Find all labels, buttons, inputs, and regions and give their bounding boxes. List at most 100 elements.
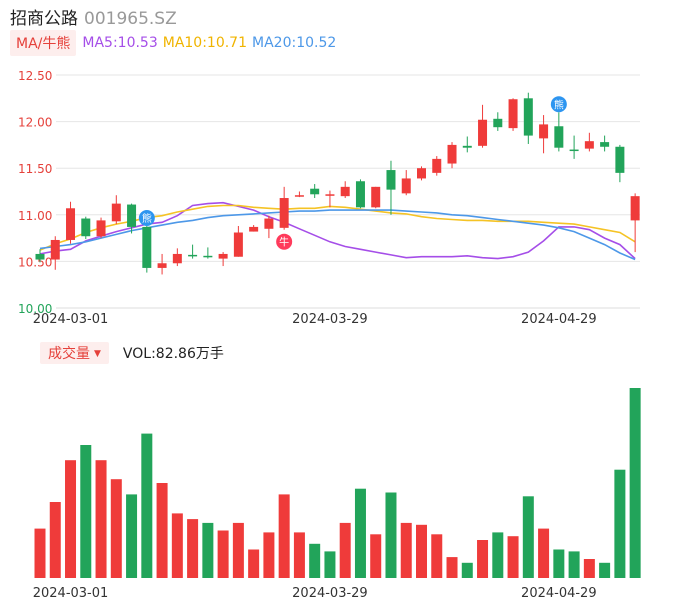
candle-body [264, 218, 274, 229]
y-tick-label: 10.00 [18, 302, 52, 316]
candle-body [554, 126, 564, 148]
ma10-value: MA10:10.71 [162, 35, 248, 51]
candle-body [218, 253, 228, 259]
y-tick-label: 12.50 [18, 69, 52, 83]
volume-bar [477, 540, 489, 578]
volume-bar [583, 559, 595, 578]
ma-line-ma5 [39, 201, 636, 260]
volume-bar [431, 534, 443, 578]
candle-body [127, 204, 137, 227]
bear-marker: 熊 [138, 209, 155, 226]
candle-body [508, 99, 518, 129]
volume-bar [446, 557, 458, 578]
volume-bar [553, 549, 565, 578]
volume-bar [385, 492, 397, 578]
ma5-value: MA5:10.53 [82, 35, 158, 51]
volume-tab-label: 成交量 [48, 346, 90, 362]
bull-marker: 牛 [276, 233, 293, 250]
volume-bar [568, 551, 580, 578]
candle-body [417, 168, 426, 179]
caret-down-icon: ▼ [94, 349, 101, 359]
volume-bar [171, 513, 183, 578]
marker-label: 牛 [279, 236, 289, 249]
y-tick-label: 12.00 [18, 116, 52, 130]
volume-bar [141, 433, 153, 578]
candle-body [35, 253, 45, 260]
volume-bar [110, 479, 122, 578]
volume-value: VOL:82.86万手 [122, 346, 224, 362]
ma-indicator-tab[interactable]: MA/牛熊 [10, 30, 77, 56]
candle-body [142, 226, 152, 268]
candle-body [371, 186, 381, 208]
candle-body [249, 226, 259, 232]
candle-body [523, 98, 533, 136]
volume-bar [309, 543, 321, 578]
volume-bar [400, 522, 412, 578]
candle-body [233, 232, 243, 257]
x-tick-label: 2024-04-29 [521, 586, 597, 601]
candle-body [279, 198, 289, 228]
volume-bar [34, 528, 46, 578]
y-tick-label: 11.00 [18, 209, 52, 223]
stock-code: 001965.SZ [84, 9, 177, 29]
candle-body [478, 119, 488, 146]
marker-label: 熊 [142, 212, 152, 225]
bear-marker: 熊 [550, 96, 567, 113]
volume-bar [629, 388, 641, 578]
candle-body [66, 208, 76, 240]
bear-icon [138, 209, 155, 226]
stock-title: 招商公路 001965.SZ [10, 4, 177, 29]
candle-body [81, 218, 91, 237]
volume-bar [80, 445, 92, 578]
candle-body [600, 142, 610, 147]
candle-body [630, 196, 640, 221]
candle-body [584, 141, 594, 149]
volume-bar [278, 494, 290, 578]
candle-body [615, 146, 625, 173]
x-tick-label: 2024-03-29 [292, 586, 368, 601]
candle-body [340, 186, 350, 197]
candle-body [401, 178, 411, 194]
candle-body [50, 239, 60, 260]
volume-bar [126, 494, 138, 578]
volume-bar [354, 488, 366, 578]
volume-bar [187, 519, 199, 578]
candle-body [569, 149, 579, 152]
candle-body [294, 195, 304, 197]
stock-name: 招商公路 [10, 9, 78, 29]
volume-bar [65, 460, 77, 578]
candle-body [310, 188, 320, 195]
volume-bar [248, 549, 260, 578]
volume-bar [232, 522, 244, 578]
volume-bar [95, 460, 107, 578]
candle-body [203, 255, 213, 258]
candle-body [172, 253, 182, 264]
volume-bar [507, 536, 519, 578]
candle-body [355, 181, 365, 208]
volume-bar [492, 532, 504, 578]
ma-indicator-bar: MA/牛熊 MA5:10.53 MA10:10.71 MA20:10.52 [10, 30, 341, 56]
x-tick-label: 2024-03-01 [33, 586, 109, 601]
volume-bar [202, 522, 214, 578]
candle-body [111, 203, 121, 222]
candle-body [386, 170, 396, 190]
volume-bar [461, 562, 473, 578]
volume-bar [599, 562, 611, 578]
volume-bar [49, 502, 61, 578]
volume-indicator-tab[interactable]: 成交量 ▼ [40, 342, 109, 364]
volume-bar [324, 551, 336, 578]
bull-icon [276, 233, 293, 250]
volume-bar [263, 532, 275, 578]
volume-bar [339, 522, 351, 578]
y-tick-label: 11.50 [18, 162, 52, 176]
marker-label: 熊 [554, 98, 564, 111]
candle-body [462, 145, 472, 148]
candle-body [447, 144, 457, 164]
volume-bar [416, 524, 427, 578]
volume-bar [156, 483, 168, 578]
candle-body [539, 124, 549, 139]
bear-icon [550, 96, 567, 113]
y-tick-label: 10.50 [18, 255, 52, 269]
ma20-value: MA20:10.52 [252, 35, 337, 51]
